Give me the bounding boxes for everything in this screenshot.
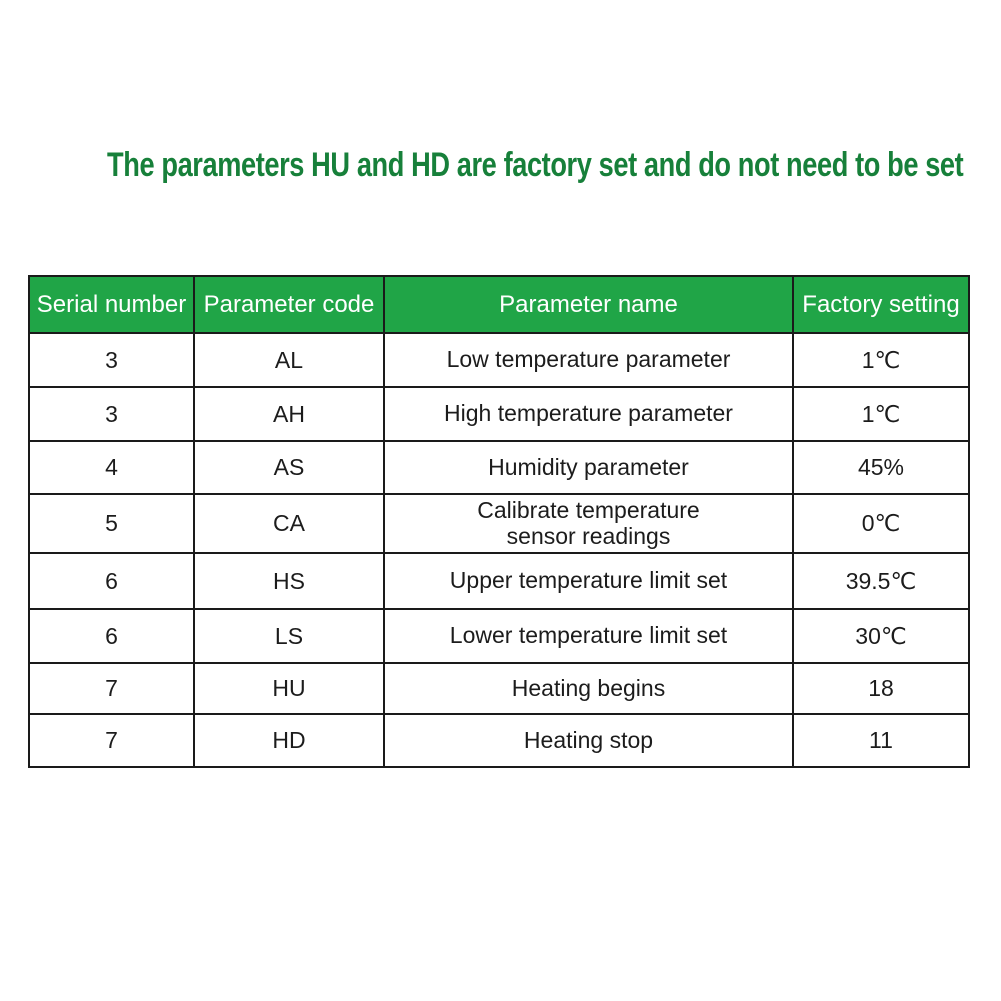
serial-cell: 7 [28, 713, 195, 768]
table-body: 3 AL Low temperature parameter 1℃ 3 AH High te… [28, 332, 970, 768]
setting-cell: 11 [792, 713, 970, 768]
table-row: 7 HD Heating stop 11 [28, 713, 970, 768]
name-cell: Heating stop [383, 713, 794, 768]
code-cell: HU [193, 662, 385, 715]
table-row: 3 AH High temperature parameter 1℃ [28, 386, 970, 442]
col-header-parameter-name: Parameter name [383, 275, 794, 334]
table-row: 6 HS Upper temperature limit set 39.5℃ [28, 552, 970, 610]
table-row: 6 LS Lower temperature limit set 30℃ [28, 608, 970, 664]
table-row: 5 CA Calibrate temperature sensor readings… [28, 493, 970, 554]
table-row: 7 HU Heating begins 18 [28, 662, 970, 715]
name-cell: High temperature parameter [383, 386, 794, 442]
setting-cell: 1℃ [792, 386, 970, 442]
code-cell: CA [193, 493, 385, 554]
serial-cell: 7 [28, 662, 195, 715]
name-cell: Lower temperature limit set [383, 608, 794, 664]
col-header-parameter-code: Parameter code [193, 275, 385, 334]
code-cell: AS [193, 440, 385, 495]
code-cell: LS [193, 608, 385, 664]
serial-cell: 6 [28, 608, 195, 664]
serial-cell: 6 [28, 552, 195, 610]
name-cell: Heating begins [383, 662, 794, 715]
code-cell: HD [193, 713, 385, 768]
col-header-serial-number: Serial number [28, 275, 195, 334]
setting-cell: 18 [792, 662, 970, 715]
serial-cell: 4 [28, 440, 195, 495]
code-cell: HS [193, 552, 385, 610]
parameters-table: Serial number Parameter code Parameter n… [28, 275, 970, 768]
code-cell: AH [193, 386, 385, 442]
setting-cell: 45% [792, 440, 970, 495]
setting-cell: 0℃ [792, 493, 970, 554]
col-header-factory-setting: Factory setting [792, 275, 970, 334]
table-row: 4 AS Humidity parameter 45% [28, 440, 970, 495]
name-cell: Humidity parameter [383, 440, 794, 495]
serial-cell: 5 [28, 493, 195, 554]
name-cell: Low temperature parameter [383, 332, 794, 388]
table-header-row: Serial number Parameter code Parameter n… [28, 275, 970, 334]
setting-cell: 30℃ [792, 608, 970, 664]
setting-cell: 39.5℃ [792, 552, 970, 610]
serial-cell: 3 [28, 386, 195, 442]
name-cell: Calibrate temperature sensor readings [383, 493, 794, 554]
table-row: 3 AL Low temperature parameter 1℃ [28, 332, 970, 388]
code-cell: AL [193, 332, 385, 388]
page-title-wrap: The parameters HU and HD are factory set… [0, 146, 1001, 185]
setting-cell: 1℃ [792, 332, 970, 388]
serial-cell: 3 [28, 332, 195, 388]
name-cell: Upper temperature limit set [383, 552, 794, 610]
page-title: The parameters HU and HD are factory set… [107, 146, 964, 184]
